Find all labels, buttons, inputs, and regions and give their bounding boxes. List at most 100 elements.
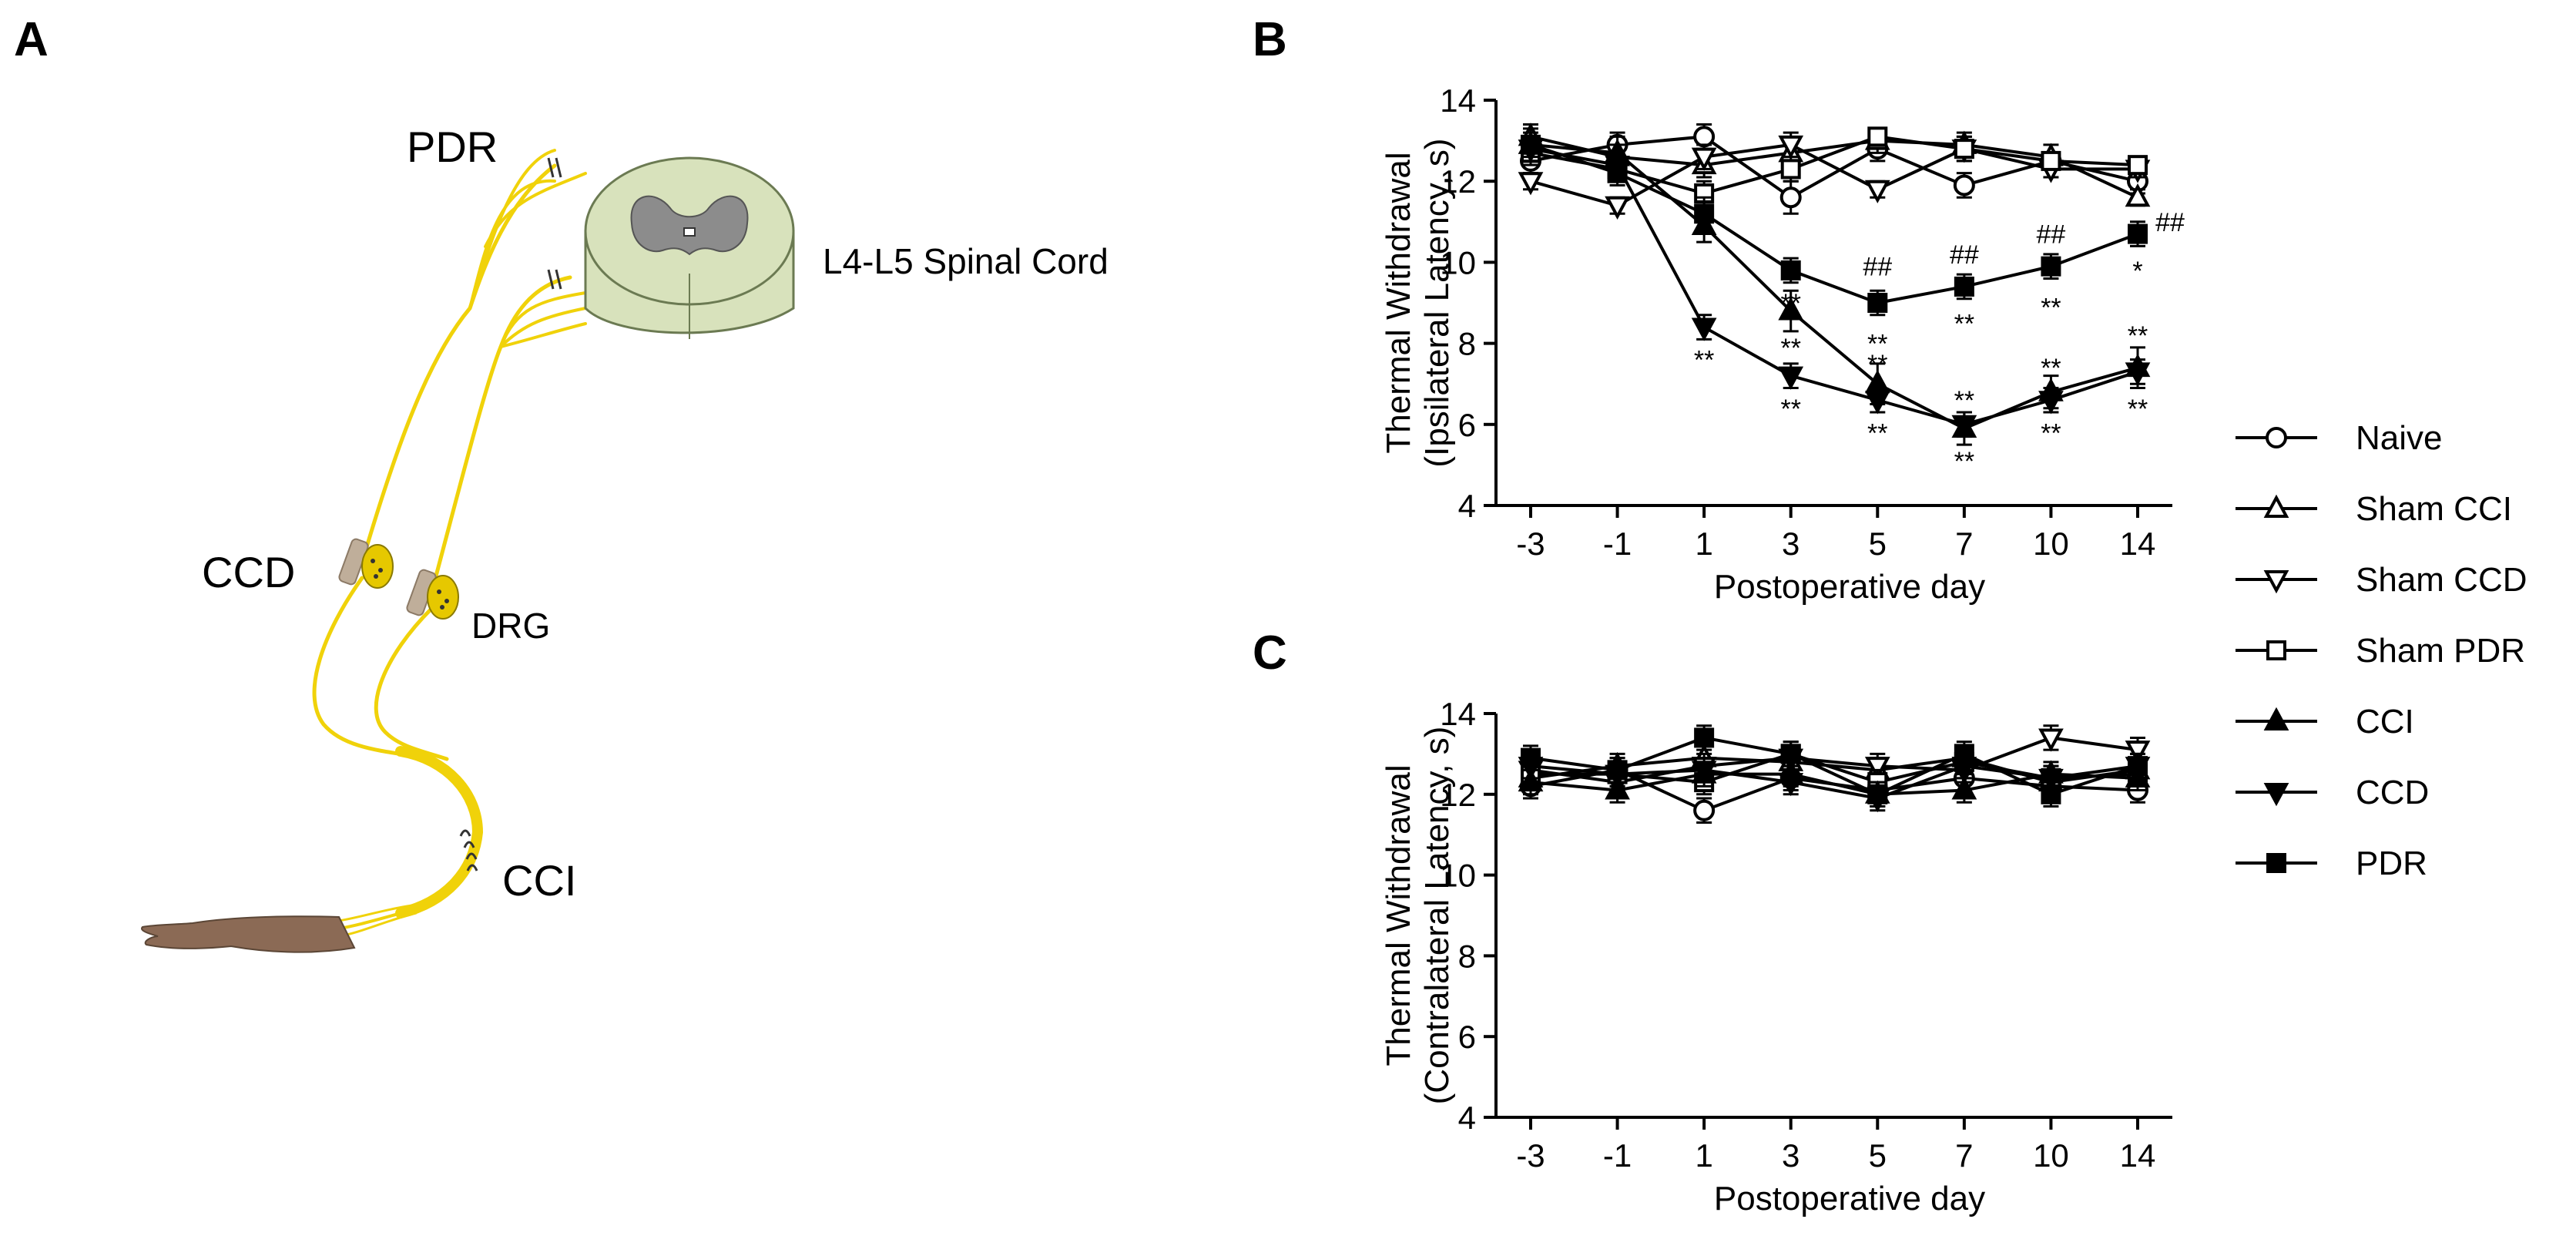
data-point: [2038, 391, 2064, 415]
data-point: [2125, 741, 2151, 764]
x-tick-label: 7: [1955, 526, 1973, 562]
pdr-label: PDR: [407, 123, 498, 171]
y-tick-label: 6: [1458, 1019, 1476, 1055]
legend-label: Sham CCD: [2356, 561, 2527, 599]
significance-mark: **: [1954, 309, 1974, 338]
y-axis-title-line2: (Ipsilateral Latency, s): [1418, 138, 1456, 467]
data-point: [1607, 163, 1628, 183]
x-tick-label: -1: [1603, 1137, 1632, 1174]
data-point: [1779, 186, 1802, 209]
legend-marker: [2263, 707, 2289, 730]
y-tick-label: 12: [1440, 777, 1476, 813]
panel-label-b: B: [1253, 13, 1287, 66]
legend-item-sham-cci: Sham CCI: [2236, 490, 2512, 528]
data-point: [1605, 196, 1630, 220]
data-point: [2041, 784, 2061, 804]
cci-ligatures: [459, 829, 478, 872]
chart-contralateral: 4 6 8 10 12 14 -3 -1 1 3 5 7 10 14 Postoperative day Th…: [1380, 696, 2172, 1217]
data-point: [2041, 256, 2061, 277]
legend-item-pdr: PDR: [2236, 845, 2427, 882]
significance-mark: **: [2128, 321, 2148, 351]
data-point: [1694, 727, 1715, 748]
data-point: [1867, 293, 1888, 313]
legend-item-sham-ccd: Sham CCD: [2236, 561, 2527, 599]
data-point: [1778, 135, 1804, 160]
ccd-label: CCD: [202, 548, 295, 596]
data-point: [1953, 174, 1975, 196]
significance-mark: **: [2041, 293, 2061, 322]
data-point: [1518, 172, 1544, 196]
x-tick-label: 10: [2033, 1137, 2069, 1174]
data-point: [1521, 747, 1541, 768]
x-tick-label: 7: [1955, 1137, 1973, 1174]
data-point: [1864, 757, 1890, 781]
chart-ipsilateral: 4 6 8 10 12 14 -3 -1 1 3 5 7 10 14 Postoperative day Th…: [1380, 82, 2185, 606]
series-line: [1530, 135, 2138, 200]
y-tick-label: 10: [1440, 244, 1476, 280]
significance-mark: **: [1867, 350, 1887, 379]
series-line: [1530, 135, 2138, 196]
legend-item-sham-pdr: Sham PDR: [2236, 632, 2525, 670]
hind-paw-icon: [141, 915, 356, 953]
legend-marker: [2263, 570, 2289, 594]
legend-item-naive: Naive: [2236, 419, 2443, 457]
x-tick-label: 14: [2120, 1137, 2156, 1174]
data-point: [1693, 126, 1716, 148]
y-tick-label: 14: [1440, 82, 1476, 119]
significance-mark: **: [1780, 334, 1800, 363]
y-axis-title-line2: (Contralateral Latency, s): [1418, 727, 1456, 1105]
series-pdr: [1521, 724, 2148, 808]
panel-label-a: A: [14, 13, 49, 66]
x-tick-label: 5: [1869, 1137, 1887, 1174]
data-point: [1864, 391, 1890, 415]
significance-mark: ##: [2155, 208, 2185, 237]
significance-mark: **: [1780, 289, 1800, 318]
data-point: [1867, 126, 1888, 147]
data-point: [1693, 799, 1716, 821]
data-point: [2041, 150, 2061, 171]
x-tick-label: 3: [1782, 526, 1800, 562]
schematic-illustration: PDR L4-L5 Spinal Cord CCD DRG CCI: [141, 123, 1109, 953]
data-point: [1951, 415, 1977, 438]
y-tick-label: 4: [1458, 1100, 1476, 1136]
data-point: [1691, 147, 1717, 171]
series-ccd: [1518, 135, 2151, 438]
series-pdr: [1521, 131, 2148, 317]
significance-mark: **: [2041, 354, 2061, 383]
y-tick-label: 6: [1458, 407, 1476, 443]
legend-marker: [2263, 494, 2289, 518]
significance-mark: **: [2128, 395, 2148, 424]
y-tick-label: 4: [1458, 488, 1476, 524]
x-axis-title: Postoperative day: [1714, 1180, 1985, 1217]
legend-label: CCD: [2356, 774, 2429, 811]
data-point: [2125, 362, 2151, 386]
data-point: [1605, 776, 1630, 800]
data-point: [2038, 768, 2064, 793]
x-tick-label: 14: [2120, 526, 2156, 562]
ccd-ganglion-icon: [338, 538, 394, 589]
data-point: [1518, 767, 1544, 792]
significance-mark: ##: [2037, 220, 2066, 250]
significance-mark: *: [2132, 257, 2142, 286]
data-point: [2128, 223, 2148, 244]
x-tick-label: 10: [2033, 526, 2069, 562]
data-point: [1954, 139, 1974, 160]
rhizotomy-marks: [547, 157, 562, 290]
drg-ganglion-icon: [406, 569, 459, 620]
x-tick-label: 1: [1695, 526, 1712, 562]
data-point: [1780, 744, 1801, 764]
y-tick-label: 12: [1440, 163, 1476, 200]
y-tick-label: 10: [1440, 858, 1476, 894]
legend-label: Sham PDR: [2356, 632, 2525, 670]
x-tick-label: -3: [1516, 526, 1545, 562]
data-point: [2128, 756, 2148, 777]
x-tick-label: -3: [1516, 1137, 1545, 1174]
data-point: [1864, 180, 1890, 203]
legend-marker: [2266, 427, 2287, 448]
data-point: [1691, 761, 1717, 784]
data-point: [1954, 744, 1974, 764]
significance-mark: **: [1954, 386, 1974, 415]
series-line: [1530, 736, 2138, 784]
y-tick-label: 14: [1440, 696, 1476, 732]
